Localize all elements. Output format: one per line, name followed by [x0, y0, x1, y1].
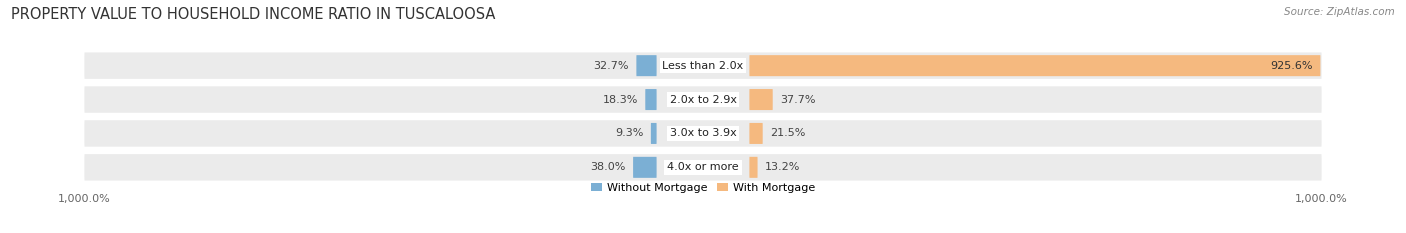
Text: 2.0x to 2.9x: 2.0x to 2.9x [669, 95, 737, 105]
Text: 925.6%: 925.6% [1271, 61, 1313, 71]
Text: Less than 2.0x: Less than 2.0x [662, 61, 744, 71]
Text: 9.3%: 9.3% [614, 128, 644, 138]
Text: 37.7%: 37.7% [780, 95, 815, 105]
FancyBboxPatch shape [84, 52, 1322, 79]
FancyBboxPatch shape [84, 86, 1322, 113]
FancyBboxPatch shape [749, 123, 762, 144]
Text: 32.7%: 32.7% [593, 61, 628, 71]
Text: 18.3%: 18.3% [603, 95, 638, 105]
FancyBboxPatch shape [84, 120, 1322, 147]
Text: 13.2%: 13.2% [765, 162, 800, 172]
Text: 4.0x or more: 4.0x or more [668, 162, 738, 172]
FancyBboxPatch shape [637, 55, 657, 76]
FancyBboxPatch shape [651, 123, 657, 144]
Text: 21.5%: 21.5% [770, 128, 806, 138]
Legend: Without Mortgage, With Mortgage: Without Mortgage, With Mortgage [586, 178, 820, 197]
FancyBboxPatch shape [645, 89, 657, 110]
Text: Source: ZipAtlas.com: Source: ZipAtlas.com [1284, 7, 1395, 17]
FancyBboxPatch shape [749, 55, 1320, 76]
FancyBboxPatch shape [633, 157, 657, 178]
Text: 38.0%: 38.0% [591, 162, 626, 172]
Text: PROPERTY VALUE TO HOUSEHOLD INCOME RATIO IN TUSCALOOSA: PROPERTY VALUE TO HOUSEHOLD INCOME RATIO… [11, 7, 496, 22]
FancyBboxPatch shape [84, 154, 1322, 181]
Text: 3.0x to 3.9x: 3.0x to 3.9x [669, 128, 737, 138]
FancyBboxPatch shape [749, 157, 758, 178]
FancyBboxPatch shape [749, 89, 773, 110]
